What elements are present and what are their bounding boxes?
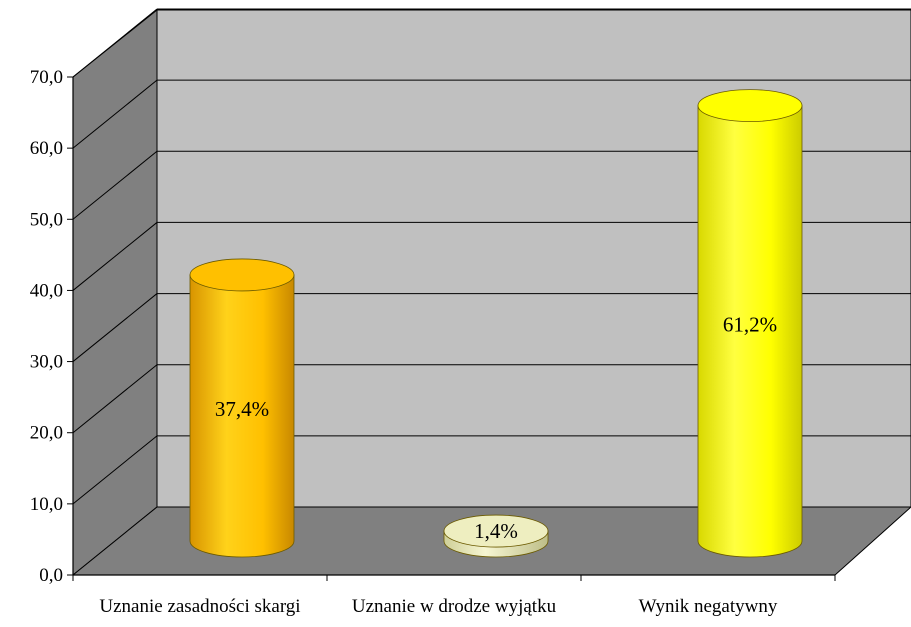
- y-axis: 0,0 10,0 20,0 30,0 40,0 50,0 60,0 70,0: [30, 67, 74, 586]
- y-tick-label: 60,0: [30, 138, 63, 159]
- bar: [443, 514, 549, 558]
- y-tick-label: 70,0: [30, 67, 63, 88]
- bars: [189, 89, 803, 558]
- x-tick-label: Wynik negatywny: [639, 596, 778, 617]
- y-tick-label: 0,0: [39, 565, 63, 586]
- gridline: [72, 364, 158, 434]
- bar-top: [443, 514, 549, 548]
- gridline: [72, 79, 158, 149]
- bar-body: [189, 274, 295, 558]
- gridline: [72, 435, 158, 505]
- data-labels: 37,4% 1,4% 61,2%: [215, 312, 777, 543]
- y-tick-label: 20,0: [30, 423, 63, 444]
- gridline: [72, 150, 158, 220]
- gridline: [72, 222, 158, 291]
- data-label: 37,4%: [215, 397, 269, 421]
- bar-top: [189, 258, 295, 292]
- x-axis: Uznanie zasadności skargi Uznanie w drodz…: [72, 574, 836, 617]
- y-tick-label: 30,0: [30, 352, 63, 373]
- y-tick-label: 50,0: [30, 209, 63, 230]
- side-wall: [72, 8, 158, 577]
- x-tick-label: Uznanie zasadności skargi: [99, 596, 300, 617]
- bar-body: [697, 105, 803, 558]
- gridline: [72, 8, 158, 78]
- bar-top: [697, 89, 803, 123]
- y-tick-label: 40,0: [30, 280, 63, 301]
- bar: [189, 258, 295, 558]
- y-tick-label: 10,0: [30, 494, 63, 515]
- bar: [697, 89, 803, 558]
- data-label: 61,2%: [723, 312, 777, 336]
- x-tick-label: Uznanie w drodze wyjątku: [352, 596, 557, 617]
- data-label: 1,4%: [474, 519, 518, 543]
- gridline: [72, 293, 158, 362]
